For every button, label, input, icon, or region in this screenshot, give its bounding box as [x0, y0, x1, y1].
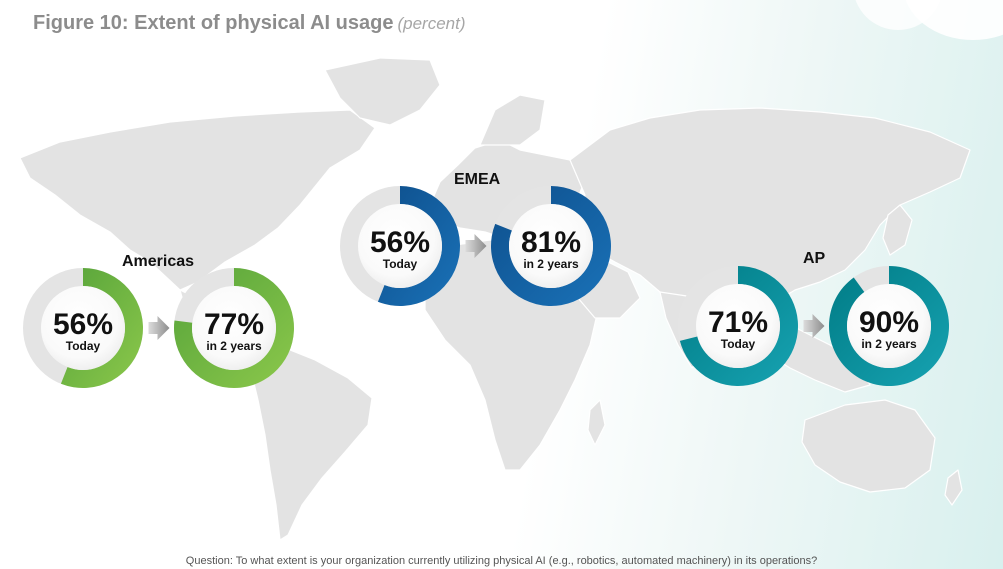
donut-hole [358, 204, 442, 288]
region-label-ap: AP [803, 250, 826, 267]
donut-ap-future: 90%in 2 years [829, 266, 950, 386]
map-scandinavia [479, 94, 546, 146]
donut-hole [847, 284, 931, 368]
value-label-americas-future: 77% [204, 308, 264, 341]
donut-slice-americas-future [173, 268, 294, 388]
map-australia [801, 399, 936, 493]
value-label-ap-future: 90% [859, 306, 919, 339]
figure-title-unit: (percent) [397, 14, 466, 33]
donut-hole [696, 284, 780, 368]
value-label-ap-today: 71% [708, 306, 768, 339]
map-greenland [324, 57, 441, 126]
value-label-emea-today: 56% [370, 226, 430, 259]
category-label-ap-future: in 2 years [861, 337, 917, 351]
map-japan [882, 204, 913, 256]
arrow-icon [148, 316, 170, 340]
donut-ap-today: 71%Today [678, 266, 798, 387]
donut-americas-today: 56%Today [23, 268, 144, 388]
map-south-america [251, 347, 373, 541]
donut-hole [509, 204, 593, 288]
map-madagascar [587, 399, 606, 446]
donut-americas-future: 77%in 2 years [173, 268, 294, 388]
value-label-emea-future: 81% [521, 226, 581, 259]
map-new-zealand [944, 469, 963, 506]
arrow-icon [803, 314, 825, 338]
category-label-americas-future: in 2 years [206, 339, 262, 353]
donut-slice-emea-today [377, 186, 461, 307]
figure-title: Figure 10: Extent of physical AI usage (p… [33, 12, 466, 35]
donut-slice-ap-today [679, 266, 798, 387]
donut-hole [192, 286, 276, 370]
footnote-question: Question: To what extent is your organiz… [185, 555, 818, 567]
category-label-emea-future: in 2 years [523, 257, 579, 271]
category-label-americas-today: Today [66, 339, 101, 353]
category-label-ap-today: Today [721, 337, 756, 351]
value-label-americas-today: 56% [53, 308, 113, 341]
donut-slice-ap-future [829, 266, 950, 386]
donut-slice-americas-today [60, 268, 144, 388]
region-label-americas: Americas [122, 253, 195, 270]
donut-slice-emea-future [491, 186, 611, 307]
region-label-emea: EMEA [454, 171, 501, 188]
donut-hole [41, 286, 125, 370]
arrow-icon [465, 234, 487, 258]
figure-title-text: Figure 10: Extent of physical AI usage [33, 12, 394, 34]
map-asia [569, 107, 971, 313]
donut-emea-future: 81%in 2 years [491, 186, 611, 307]
map-north-america [19, 109, 376, 291]
donut-emea-today: 56%Today [340, 186, 461, 307]
category-label-emea-today: Today [383, 257, 418, 271]
